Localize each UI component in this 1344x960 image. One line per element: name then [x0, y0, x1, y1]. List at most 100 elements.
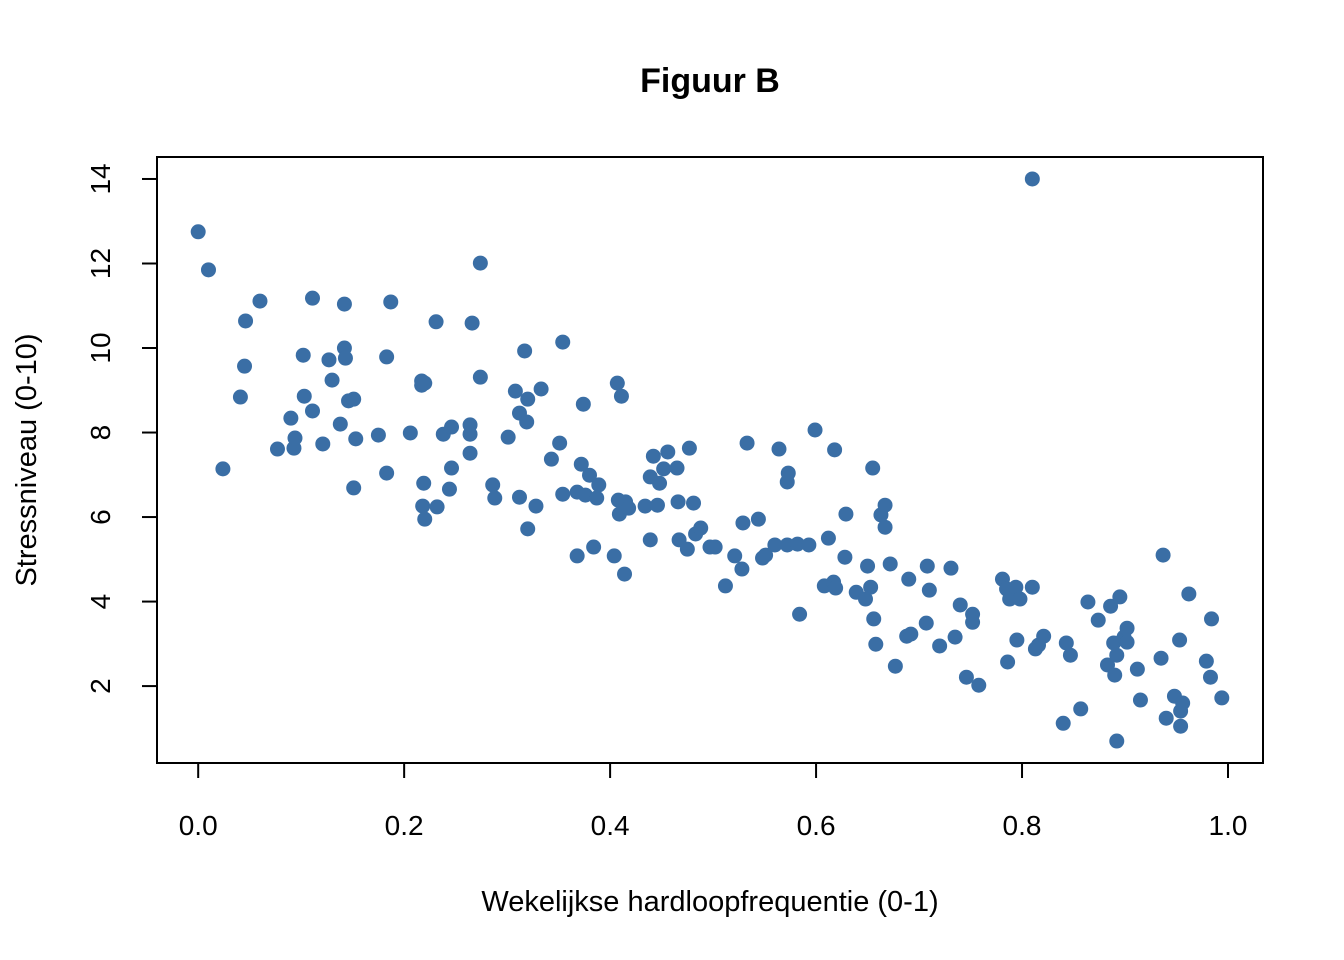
point: [1024, 171, 1040, 187]
point: [1012, 591, 1028, 607]
point: [500, 429, 516, 445]
point: [952, 597, 968, 613]
point: [868, 636, 884, 652]
point: [1198, 653, 1214, 669]
point: [346, 391, 362, 407]
point: [304, 290, 320, 306]
point: [1214, 690, 1230, 706]
point: [877, 497, 893, 513]
point: [462, 426, 478, 442]
point: [575, 396, 591, 412]
point: [1008, 579, 1024, 595]
point: [552, 435, 568, 451]
y-tick-label: 8: [85, 425, 116, 441]
point: [865, 460, 881, 476]
point: [283, 410, 299, 426]
point: [1109, 647, 1125, 663]
point: [735, 515, 751, 531]
point: [252, 293, 268, 309]
point: [971, 677, 987, 693]
point: [1132, 692, 1148, 708]
point: [304, 403, 320, 419]
point: [238, 313, 254, 329]
point: [1202, 669, 1218, 685]
point: [573, 456, 589, 472]
point: [1058, 635, 1074, 651]
y-tick-label: 10: [85, 332, 116, 363]
point: [707, 539, 723, 555]
point: [943, 560, 959, 576]
point: [857, 591, 873, 607]
point: [332, 416, 348, 432]
x-tick-label: 0.0: [179, 810, 218, 841]
point: [1024, 579, 1040, 595]
point: [827, 442, 843, 458]
point: [609, 375, 625, 391]
y-tick-label: 6: [85, 509, 116, 525]
point: [1002, 591, 1018, 607]
point: [649, 497, 665, 513]
point: [295, 347, 311, 363]
point: [758, 547, 774, 563]
point: [656, 461, 672, 477]
point: [717, 578, 733, 594]
point: [681, 440, 697, 456]
point: [444, 460, 460, 476]
point: [324, 372, 340, 388]
point: [686, 495, 702, 511]
point: [877, 519, 893, 535]
point: [1155, 547, 1171, 563]
point: [232, 389, 248, 405]
point: [1009, 632, 1025, 648]
point: [947, 629, 963, 645]
point: [882, 556, 898, 572]
point: [485, 477, 501, 493]
point: [679, 541, 695, 557]
point: [739, 435, 755, 451]
point: [820, 530, 836, 546]
point: [379, 465, 395, 481]
point: [642, 532, 658, 548]
point: [660, 444, 676, 460]
x-tick-label: 0.4: [591, 810, 630, 841]
point: [543, 451, 559, 467]
point: [417, 375, 433, 391]
point: [1103, 598, 1119, 614]
point: [383, 294, 399, 310]
y-tick-label: 2: [85, 678, 116, 694]
point: [444, 419, 460, 435]
point: [1000, 654, 1016, 670]
point: [837, 549, 853, 565]
point: [767, 537, 783, 553]
chart-title: Figuur B: [640, 62, 780, 100]
point: [1175, 695, 1191, 711]
y-tick-label: 4: [85, 594, 116, 610]
point: [1119, 620, 1135, 636]
point: [346, 480, 362, 496]
point: [462, 445, 478, 461]
point: [771, 441, 787, 457]
point: [337, 350, 353, 366]
point: [792, 606, 808, 622]
point: [287, 430, 303, 446]
point: [903, 626, 919, 642]
point: [645, 448, 661, 464]
point: [1119, 634, 1135, 650]
point: [863, 579, 879, 595]
point: [520, 521, 536, 537]
point: [348, 431, 364, 447]
point: [472, 255, 488, 271]
point: [511, 489, 527, 505]
point: [734, 561, 750, 577]
point: [866, 611, 882, 627]
point: [1090, 612, 1106, 628]
point: [441, 481, 457, 497]
plot-frame: [156, 156, 1264, 764]
point: [520, 391, 536, 407]
point: [370, 427, 386, 443]
point: [336, 296, 352, 312]
point: [555, 334, 571, 350]
point: [921, 582, 937, 598]
point: [379, 349, 395, 365]
